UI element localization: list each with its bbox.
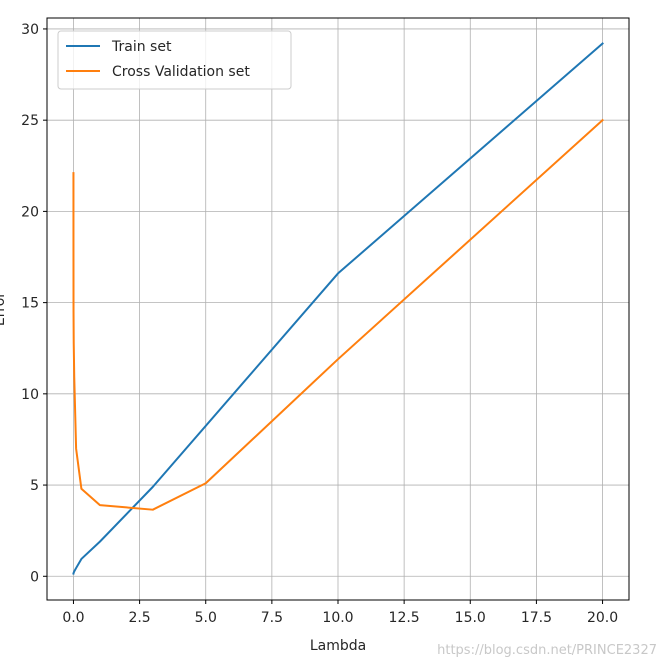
x-tick-label: 5.0 xyxy=(195,610,217,626)
y-tick-label: 15 xyxy=(21,296,39,312)
axis-ticks: 0.0 2.5 5.0 7.5 10.0 12.5 15.0 17.5 20.0 0 5 10 15 20… xyxy=(21,22,618,626)
x-tick-label: 0.0 xyxy=(62,610,84,626)
y-tick-label: 30 xyxy=(21,22,39,38)
y-tick-label: 20 xyxy=(21,204,39,220)
series-line-1 xyxy=(72,118,604,511)
y-tick-label: 0 xyxy=(30,569,39,585)
series-lines xyxy=(72,42,604,575)
x-tick-label: 17.5 xyxy=(521,610,552,626)
x-tick-label: 20.0 xyxy=(587,610,618,626)
legend-box xyxy=(57,30,292,90)
y-axis-label: Error xyxy=(0,292,8,326)
watermark-text: https://blog.csdn.net/PRINCE2327 xyxy=(437,643,657,658)
grid-lines xyxy=(47,18,629,600)
legend-entry-0: Train set xyxy=(111,39,172,55)
x-axis-label: Lambda xyxy=(310,638,366,654)
y-tick-label: 25 xyxy=(21,113,39,129)
x-tick-label: 7.5 xyxy=(261,610,283,626)
y-tick-label: 10 xyxy=(21,387,39,403)
x-tick-label: 10.0 xyxy=(322,610,353,626)
legend: Train set Cross Validation set xyxy=(57,30,292,90)
series-line-0 xyxy=(72,42,604,575)
y-tick-label: 5 xyxy=(30,478,39,494)
legend-entry-1: Cross Validation set xyxy=(112,64,250,80)
x-tick-label: 15.0 xyxy=(455,610,486,626)
x-tick-label: 2.5 xyxy=(128,610,150,626)
x-tick-label: 12.5 xyxy=(389,610,420,626)
